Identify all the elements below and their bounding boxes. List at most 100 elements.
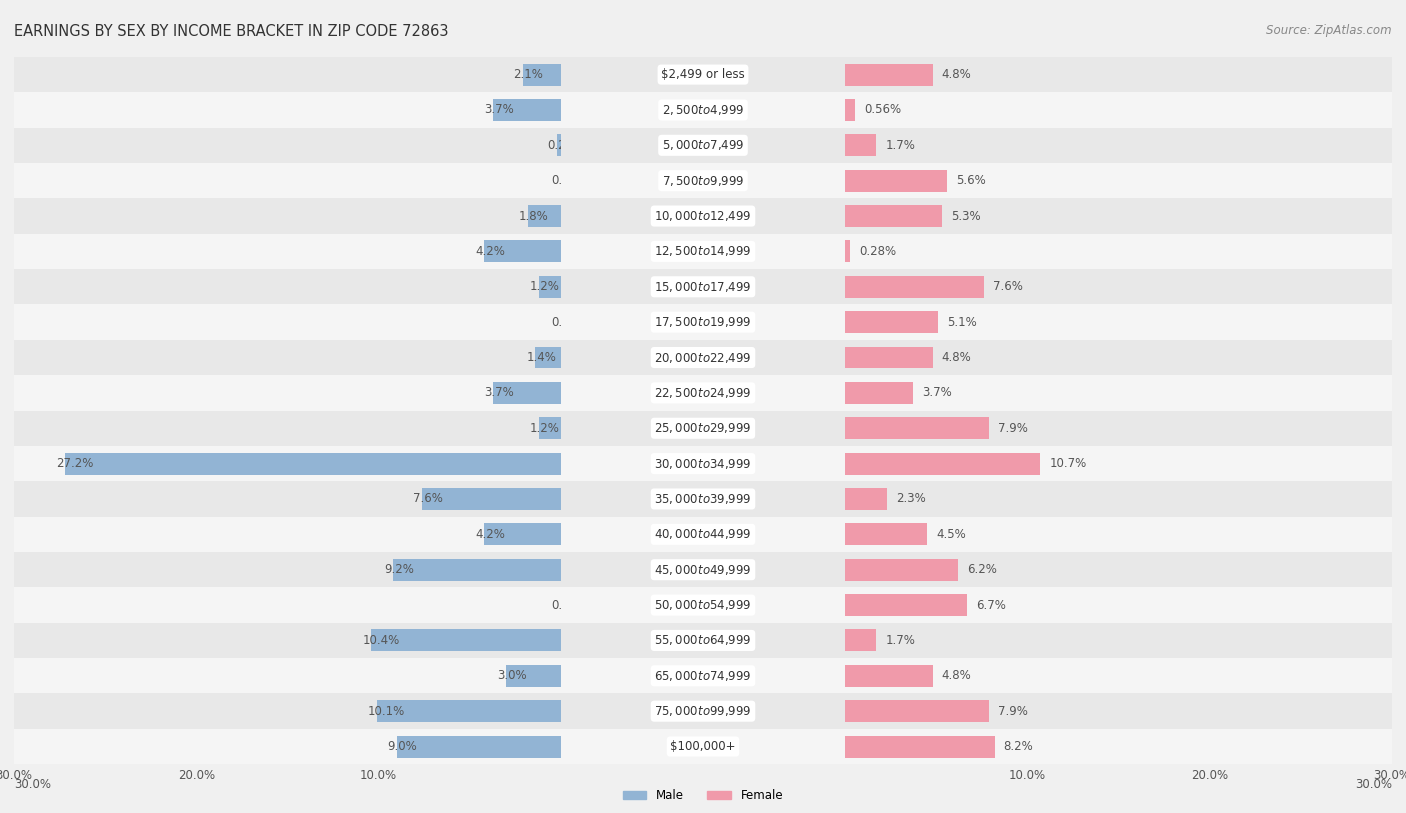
Text: $5,000 to $7,499: $5,000 to $7,499 xyxy=(662,138,744,152)
Bar xyxy=(561,233,845,269)
Bar xyxy=(845,736,994,758)
Text: 8.2%: 8.2% xyxy=(1004,740,1033,753)
Bar xyxy=(845,587,1392,623)
Bar xyxy=(538,417,561,439)
Bar xyxy=(845,700,990,722)
Bar xyxy=(561,481,845,517)
Legend: Male, Female: Male, Female xyxy=(619,785,787,806)
Bar xyxy=(845,241,851,263)
Text: 10.4%: 10.4% xyxy=(363,634,399,647)
Text: $12,500 to $14,999: $12,500 to $14,999 xyxy=(654,245,752,259)
Text: $22,500 to $24,999: $22,500 to $24,999 xyxy=(654,386,752,400)
Text: 27.2%: 27.2% xyxy=(56,457,93,470)
Bar xyxy=(14,128,561,163)
Text: 4.2%: 4.2% xyxy=(475,245,505,258)
Bar xyxy=(561,517,845,552)
Bar xyxy=(845,304,1392,340)
Bar xyxy=(371,629,561,651)
Text: 7.9%: 7.9% xyxy=(998,422,1028,435)
Text: 1.7%: 1.7% xyxy=(886,139,915,152)
Bar xyxy=(14,481,561,517)
Text: 4.5%: 4.5% xyxy=(936,528,966,541)
Bar xyxy=(845,446,1392,481)
Bar xyxy=(536,346,561,368)
Bar xyxy=(14,163,561,198)
Bar xyxy=(523,63,561,85)
Text: 9.0%: 9.0% xyxy=(388,740,418,753)
Bar xyxy=(845,629,876,651)
Text: 1.4%: 1.4% xyxy=(526,351,557,364)
Bar xyxy=(557,134,561,156)
Bar xyxy=(561,163,845,198)
Text: 3.7%: 3.7% xyxy=(484,103,515,116)
Text: $17,500 to $19,999: $17,500 to $19,999 xyxy=(654,315,752,329)
Bar xyxy=(845,481,1392,517)
Bar xyxy=(845,659,1392,693)
Bar xyxy=(14,57,561,92)
Bar xyxy=(845,134,876,156)
Bar xyxy=(561,587,845,623)
Bar xyxy=(14,376,561,411)
Text: $30,000 to $34,999: $30,000 to $34,999 xyxy=(654,457,752,471)
Text: 1.2%: 1.2% xyxy=(530,280,560,293)
Text: 3.0%: 3.0% xyxy=(498,669,527,682)
Bar xyxy=(845,376,1392,411)
Bar xyxy=(845,382,912,404)
Text: Source: ZipAtlas.com: Source: ZipAtlas.com xyxy=(1267,24,1392,37)
Text: 0.56%: 0.56% xyxy=(865,103,901,116)
Text: $75,000 to $99,999: $75,000 to $99,999 xyxy=(654,704,752,718)
Text: 30.0%: 30.0% xyxy=(1355,778,1392,791)
Text: $25,000 to $29,999: $25,000 to $29,999 xyxy=(654,421,752,435)
Bar xyxy=(845,269,1392,304)
Bar xyxy=(845,340,1392,375)
Bar xyxy=(14,304,561,340)
Bar xyxy=(14,233,561,269)
Bar xyxy=(494,382,561,404)
Text: $2,500 to $4,999: $2,500 to $4,999 xyxy=(662,103,744,117)
Text: $50,000 to $54,999: $50,000 to $54,999 xyxy=(654,598,752,612)
Bar xyxy=(14,411,561,446)
Bar xyxy=(14,729,561,764)
Bar xyxy=(506,665,561,687)
Bar xyxy=(14,198,561,234)
Text: 6.7%: 6.7% xyxy=(976,598,1007,611)
Text: 7.9%: 7.9% xyxy=(998,705,1028,718)
Text: $100,000+: $100,000+ xyxy=(671,740,735,753)
Text: 1.7%: 1.7% xyxy=(886,634,915,647)
Bar xyxy=(845,99,855,121)
Bar xyxy=(845,92,1392,128)
Bar xyxy=(845,623,1392,659)
Text: 9.2%: 9.2% xyxy=(384,563,413,576)
Text: 5.1%: 5.1% xyxy=(948,315,977,328)
Bar xyxy=(484,524,561,546)
Bar xyxy=(529,205,561,227)
Bar xyxy=(845,559,957,580)
Bar xyxy=(845,665,932,687)
Bar xyxy=(845,524,927,546)
Text: 0.28%: 0.28% xyxy=(859,245,897,258)
Text: $2,499 or less: $2,499 or less xyxy=(661,68,745,81)
Bar xyxy=(845,552,1392,587)
Bar xyxy=(561,304,845,340)
Text: 5.6%: 5.6% xyxy=(956,174,986,187)
Bar xyxy=(561,552,845,587)
Bar xyxy=(14,693,561,729)
Bar xyxy=(845,411,1392,446)
Bar xyxy=(845,693,1392,729)
Text: 6.2%: 6.2% xyxy=(967,563,997,576)
Bar xyxy=(561,623,845,659)
Text: 7.6%: 7.6% xyxy=(993,280,1022,293)
Bar xyxy=(14,517,561,552)
Bar xyxy=(845,233,1392,269)
Text: 3.7%: 3.7% xyxy=(484,386,515,399)
Bar xyxy=(561,411,845,446)
Bar xyxy=(845,346,932,368)
Text: 0.0%: 0.0% xyxy=(551,315,581,328)
Text: 2.3%: 2.3% xyxy=(896,493,927,506)
Bar xyxy=(561,659,845,693)
Bar xyxy=(538,276,561,298)
Text: 0.0%: 0.0% xyxy=(551,174,581,187)
Bar xyxy=(561,693,845,729)
Text: 3.7%: 3.7% xyxy=(922,386,952,399)
Bar xyxy=(14,92,561,128)
